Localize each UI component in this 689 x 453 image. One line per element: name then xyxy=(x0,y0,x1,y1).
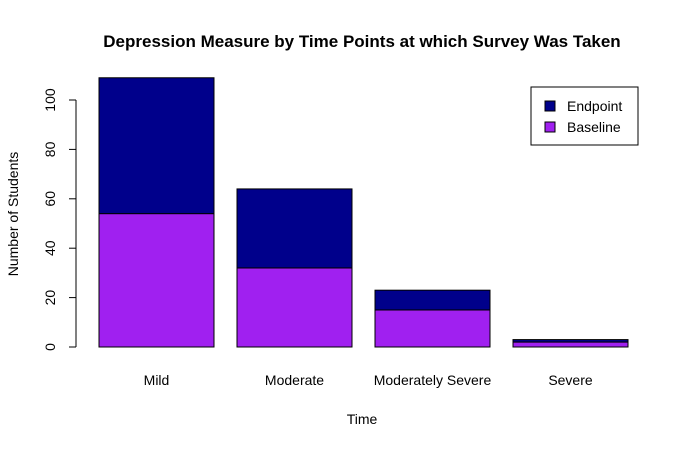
x-tick-label-moderately-severe: Moderately Severe xyxy=(374,372,492,388)
bar-baseline-mild xyxy=(98,213,215,348)
y-tick-label: 20 xyxy=(42,290,58,306)
y-tick-label: 60 xyxy=(42,191,58,207)
y-tick-label: 40 xyxy=(42,240,58,256)
y-axis: 0 20 40 60 80 100 xyxy=(42,88,77,351)
y-axis-label: Number of Students xyxy=(5,152,21,277)
bar-endpoint-moderately-severe xyxy=(374,289,491,311)
y-tick-label: 100 xyxy=(42,88,58,112)
y-tick-label: 0 xyxy=(42,343,58,351)
bar-endpoint-moderate xyxy=(236,188,353,269)
bar-endpoint-severe xyxy=(512,339,629,343)
bars-group xyxy=(98,77,629,348)
y-tick-label: 80 xyxy=(42,141,58,157)
x-tick-label-severe: Severe xyxy=(548,372,593,388)
legend: Endpoint Baseline xyxy=(530,86,639,146)
legend-swatch-baseline xyxy=(544,121,556,133)
x-tick-label-mild: Mild xyxy=(144,372,170,388)
legend-label-endpoint: Endpoint xyxy=(567,98,622,114)
x-axis-label: Time xyxy=(347,411,378,427)
legend-swatch-endpoint xyxy=(544,100,556,112)
chart-title: Depression Measure by Time Points at whi… xyxy=(103,32,620,51)
bar-baseline-moderately-severe xyxy=(374,309,491,348)
bar-baseline-severe xyxy=(512,341,629,348)
bar-endpoint-mild xyxy=(98,77,215,215)
x-tick-label-moderate: Moderate xyxy=(265,372,324,388)
x-tick-labels: Mild Moderate Moderately Severe Severe xyxy=(144,372,593,388)
bar-baseline-moderate xyxy=(236,267,353,348)
legend-label-baseline: Baseline xyxy=(567,119,621,135)
legend-box xyxy=(530,86,639,146)
